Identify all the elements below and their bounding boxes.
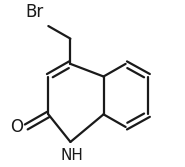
Text: Br: Br	[25, 3, 44, 21]
Text: O: O	[10, 118, 23, 136]
Text: NH: NH	[60, 148, 83, 163]
